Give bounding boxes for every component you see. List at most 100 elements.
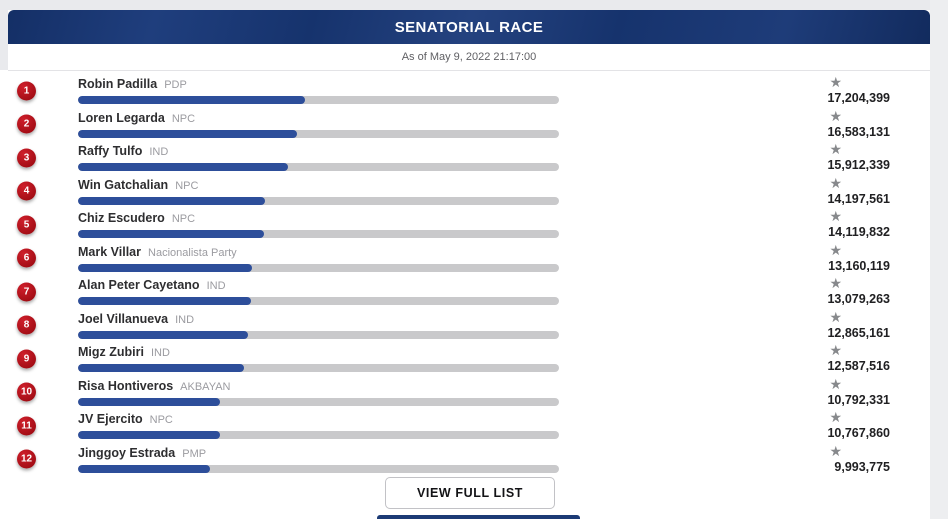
candidate-party: PMP — [182, 447, 207, 460]
candidate-name-line: JV Ejercito NPC — [78, 412, 559, 428]
vote-bar-fill — [78, 431, 220, 439]
next-section-banner-edge — [377, 515, 580, 519]
vote-bar-fill — [78, 397, 221, 406]
star-icon[interactable]: ★ — [829, 107, 842, 124]
star-icon[interactable]: ★ — [829, 409, 842, 425]
vote-bar-track — [78, 330, 559, 339]
rank-badge: 6 — [17, 248, 36, 268]
star-icon[interactable]: ★ — [829, 308, 842, 325]
candidate-right-column: ★ 10,792,331 — [827, 377, 890, 407]
candidate-party: PDP — [164, 79, 187, 91]
star-icon[interactable]: ★ — [829, 241, 842, 258]
star-icon[interactable]: ★ — [829, 174, 842, 191]
rank-badge: 5 — [17, 215, 36, 235]
vote-bar-fill — [78, 96, 306, 104]
candidate-name-line: Joel Villanueva IND — [78, 312, 559, 328]
candidate-bar-area: Jinggoy Estrada PMP — [78, 446, 559, 473]
star-icon[interactable]: ★ — [829, 275, 842, 291]
rank-badge: 3 — [17, 148, 36, 168]
candidate-row: 7 Alan Peter Cayetano IND ★ 13,079,263 — [8, 275, 930, 309]
view-full-list-button[interactable]: VIEW FULL LIST — [385, 477, 555, 509]
star-icon[interactable]: ★ — [829, 74, 842, 90]
vote-bar-track — [78, 263, 559, 272]
candidate-bar-area: Robin Padilla PDP — [78, 77, 559, 104]
vote-bar-fill — [78, 330, 248, 339]
candidate-name-line: Migz Zubiri IND — [78, 345, 559, 361]
star-icon[interactable]: ★ — [829, 342, 842, 358]
rank-badge: 12 — [17, 449, 36, 469]
candidate-row: 11 JV Ejercito NPC ★ 10,767,860 — [8, 409, 930, 443]
candidate-row: 4 Win Gatchalian NPC ★ 14,197,561 — [8, 175, 930, 209]
vote-bar-track — [78, 196, 559, 205]
vote-bar-fill — [78, 230, 265, 238]
rank-number: 12 — [20, 453, 33, 465]
candidate-list: 1 Robin Padilla PDP ★ 17,204,399 2 — [8, 74, 930, 476]
vote-bar-track — [78, 364, 559, 372]
candidate-bar-area: Migz Zubiri IND — [78, 345, 559, 372]
candidate-right-column: ★ 13,079,263 — [827, 276, 890, 306]
candidate-bar-area: JV Ejercito NPC — [78, 412, 559, 439]
rank-number: 10 — [20, 386, 33, 398]
candidate-party: NPC — [171, 213, 196, 225]
star-icon[interactable]: ★ — [829, 141, 842, 157]
vote-bar-track — [78, 464, 559, 473]
vote-bar-fill — [78, 163, 289, 171]
rank-badge: 4 — [17, 181, 36, 201]
candidate-name: Chiz Escudero — [78, 211, 165, 225]
vote-count: 13,160,119 — [828, 258, 890, 273]
candidate-name-line: Alan Peter Cayetano IND — [78, 278, 559, 294]
rank-number: 1 — [23, 85, 30, 97]
candidate-party: IND — [206, 280, 226, 292]
star-icon[interactable]: ★ — [829, 208, 842, 224]
candidate-right-column: ★ 13,160,119 — [828, 243, 890, 273]
rank-number: 5 — [23, 219, 30, 231]
candidate-name-line: Mark Villar Nacionalista Party — [78, 245, 559, 261]
star-icon[interactable]: ★ — [829, 442, 842, 459]
candidate-row: 1 Robin Padilla PDP ★ 17,204,399 — [8, 74, 930, 108]
vote-count: 10,792,331 — [827, 392, 890, 407]
rank-number: 7 — [23, 286, 30, 298]
rank-badge: 2 — [17, 114, 36, 134]
candidate-row: 2 Loren Legarda NPC ★ 16,583,131 — [8, 108, 930, 142]
candidate-right-column: ★ 12,865,161 — [827, 310, 890, 340]
candidate-name-line: Raffy Tulfo IND — [78, 144, 559, 160]
candidate-party: IND — [150, 347, 170, 359]
vote-bar-fill — [78, 263, 252, 272]
rank-number: 11 — [21, 420, 32, 432]
candidate-row: 6 Mark Villar Nacionalista Party ★ 13,16… — [8, 242, 930, 276]
candidate-name: Migz Zubiri — [78, 345, 144, 359]
candidate-name-line: Win Gatchalian NPC — [78, 178, 559, 194]
page-background-right — [930, 0, 948, 519]
as-of-timestamp: As of May 9, 2022 21:17:00 — [401, 51, 537, 63]
rank-badge: 10 — [17, 382, 36, 402]
vote-bar-fill — [78, 129, 297, 138]
vote-count: 17,204,399 — [827, 91, 890, 105]
candidate-name-line: Robin Padilla PDP — [78, 77, 559, 93]
candidate-bar-area: Win Gatchalian NPC — [78, 178, 559, 205]
candidate-party: IND — [149, 146, 169, 158]
candidate-name: Loren Legarda — [78, 110, 165, 125]
candidate-name: JV Ejercito — [78, 412, 143, 426]
candidate-right-column: ★ 17,204,399 — [827, 75, 890, 105]
candidate-name-line: Chiz Escudero NPC — [78, 211, 559, 227]
vote-bar-fill — [78, 364, 244, 372]
vote-bar-track — [78, 163, 559, 171]
candidate-row: 12 Jinggoy Estrada PMP ★ 9,993,775 — [8, 443, 930, 477]
vote-bar-track — [78, 297, 559, 305]
candidate-bar-area: Alan Peter Cayetano IND — [78, 278, 559, 305]
rank-badge: 11 — [17, 416, 36, 436]
vote-count: 14,119,832 — [828, 225, 890, 239]
candidate-name-line: Jinggoy Estrada PMP — [78, 446, 559, 462]
header-banner: SENATORIAL RACE — [8, 10, 930, 44]
star-icon[interactable]: ★ — [829, 375, 842, 392]
candidate-party: NPC — [175, 179, 199, 192]
rank-number: 8 — [23, 319, 30, 331]
page-background-top — [0, 0, 948, 10]
rank-badge: 9 — [17, 349, 36, 369]
candidate-party: NPC — [149, 414, 173, 426]
candidate-row: 3 Raffy Tulfo IND ★ 15,912,339 — [8, 141, 930, 175]
candidate-name: Risa Hontiveros — [78, 378, 174, 393]
candidate-name: Mark Villar — [78, 244, 142, 259]
candidate-bar-area: Risa Hontiveros AKBAYAN — [78, 379, 559, 406]
candidate-bar-area: Mark Villar Nacionalista Party — [78, 245, 559, 272]
